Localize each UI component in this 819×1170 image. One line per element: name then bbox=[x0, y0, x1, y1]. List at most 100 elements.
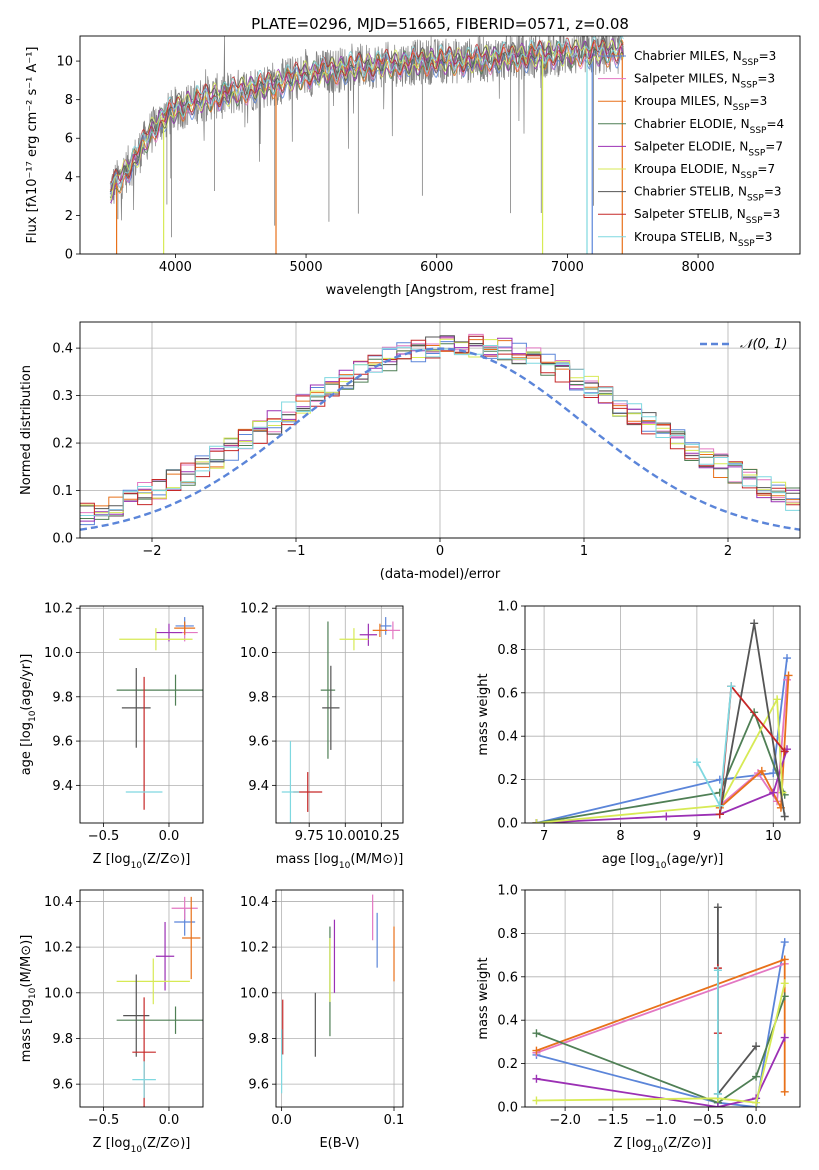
y-tick-label: 9.4 bbox=[52, 779, 73, 794]
weight-line-chabrier_miles bbox=[536, 657, 788, 823]
y-tick-label: 0.8 bbox=[497, 643, 518, 658]
x-tick-label: 1 bbox=[580, 544, 588, 559]
x-axis-label: mass [log10(M/M⊙)] bbox=[276, 852, 404, 871]
x-tick-label: −2.0 bbox=[549, 1113, 581, 1128]
y-tick-label: 10.2 bbox=[44, 602, 73, 617]
legend-label: Salpeter STELIB, NSSP=3 bbox=[634, 207, 780, 226]
y-tick-label: 0.6 bbox=[497, 686, 518, 701]
weight-marker-chabrier_stelib bbox=[713, 903, 722, 912]
y-tick-label: 9.8 bbox=[52, 690, 73, 705]
y-tick-label: 9.8 bbox=[52, 1032, 73, 1047]
x-tick-label: 0.0 bbox=[746, 1113, 767, 1128]
y-tick-label: 0.0 bbox=[52, 532, 73, 547]
weight-line-salpeter_elodie bbox=[536, 1037, 786, 1107]
model-curve-chabrier_elodie bbox=[109, 40, 624, 199]
weight-marker-kroupa_miles bbox=[532, 1046, 541, 1055]
weight-marker-kroupa_elodie bbox=[532, 1096, 541, 1105]
x-tick-label: −1.5 bbox=[597, 1113, 629, 1128]
weight-marker-salpeter_elodie bbox=[769, 788, 778, 797]
legend-label: Kroupa MILES, NSSP=3 bbox=[634, 94, 767, 113]
weight-marker-kroupa_miles bbox=[780, 955, 789, 964]
weight-marker-kroupa_stelib bbox=[727, 682, 736, 691]
weight-marker-chabrier_miles bbox=[783, 654, 792, 663]
weight-line-chabrier_elodie bbox=[536, 709, 786, 823]
weight-marker-salpeter_elodie bbox=[780, 1033, 789, 1042]
weight-line-kroupa_elodie bbox=[536, 983, 786, 1104]
y-tick-label: 0.2 bbox=[497, 773, 518, 788]
x-axis-label: (data-model)/error bbox=[380, 567, 501, 582]
y-tick-label: 10.2 bbox=[44, 941, 73, 956]
x-axis-label: Z [log10(Z/Z⊙)] bbox=[93, 1136, 191, 1155]
y-tick-label: 10.2 bbox=[240, 941, 269, 956]
x-tick-label: 5000 bbox=[290, 260, 323, 275]
weight-marker-kroupa_elodie bbox=[752, 1098, 761, 1107]
x-tick-label: −0.5 bbox=[88, 1113, 120, 1128]
y-tick-label: 9.6 bbox=[248, 1078, 269, 1093]
weight-marker-chabrier_stelib bbox=[780, 812, 789, 821]
y-tick-label: 1.0 bbox=[497, 884, 518, 899]
weight_vs_age-lines bbox=[532, 619, 793, 823]
weight-marker-chabrier_elodie bbox=[532, 1029, 541, 1038]
age_vs_Z-frame bbox=[79, 605, 204, 824]
x-tick-label: 9 bbox=[693, 829, 701, 844]
mass_vs_ebv-points bbox=[281, 894, 395, 1094]
weight_vs_age-frame bbox=[524, 605, 801, 824]
x-tick-label: 7000 bbox=[551, 260, 584, 275]
y-tick-label: 6 bbox=[65, 132, 73, 147]
spectrum-title: PLATE=0296, MJD=51665, FIBERID=0571, z=0… bbox=[251, 15, 629, 33]
x-tick-label: 9.75 bbox=[295, 829, 324, 844]
x-tick-label: 10.00 bbox=[327, 829, 364, 844]
x-tick-label: 0.0 bbox=[159, 1113, 180, 1128]
x-tick-label: 0.1 bbox=[384, 1113, 405, 1128]
x-tick-label: 0.0 bbox=[271, 1113, 292, 1128]
legend-label: Chabrier STELIB, NSSP=3 bbox=[634, 185, 782, 204]
y-axis-label: Flux [fλ10⁻¹⁷ erg cm⁻² s⁻¹ A⁻¹] bbox=[25, 47, 40, 244]
mass_vs_Z-frame bbox=[79, 889, 204, 1108]
y-tick-label: 9.6 bbox=[52, 735, 73, 750]
mass_vs_Z-axes: −0.5 0.0 9.6 9.8 10.0 10.2 10.4 bbox=[44, 890, 203, 1128]
y-tick-label: 0.1 bbox=[52, 484, 73, 499]
weight-marker-kroupa_stelib bbox=[713, 966, 722, 975]
x-tick-label: 10.25 bbox=[363, 829, 400, 844]
model-curve-salpeter_stelib bbox=[109, 37, 624, 185]
weight-line-salpeter_miles bbox=[536, 962, 786, 1054]
y-tick-label: 0.3 bbox=[52, 389, 73, 404]
y-tick-label: 10.0 bbox=[240, 646, 269, 661]
y-tick-label: 10.0 bbox=[44, 986, 73, 1001]
weight-marker-kroupa_elodie bbox=[778, 788, 787, 797]
weight-marker-chabrier_stelib bbox=[750, 619, 759, 628]
age_vs_mass-frame bbox=[275, 605, 404, 824]
x-tick-label: 8000 bbox=[682, 260, 715, 275]
mass_vs_Z-points bbox=[116, 896, 203, 1107]
y-tick-label: 2 bbox=[65, 209, 73, 224]
y-tick-label: 9.4 bbox=[248, 779, 269, 794]
histogram-kroupa_stelib bbox=[80, 345, 800, 517]
legend-label: Salpeter ELODIE, NSSP=7 bbox=[634, 139, 783, 158]
residual-plot bbox=[80, 333, 800, 531]
spectrum-legend: Chabrier MILES, NSSP=3 Salpeter MILES, NS… bbox=[598, 49, 784, 249]
weight-line-chabrier_stelib bbox=[717, 907, 757, 1097]
weight-marker-chabrier_miles bbox=[780, 938, 789, 947]
model-curve-chabrier_stelib bbox=[109, 36, 624, 193]
x-axis-label: Z [log10(Z/Z⊙)] bbox=[93, 852, 191, 871]
y-tick-label: 0.4 bbox=[497, 1014, 518, 1029]
histogram-kroupa_elodie bbox=[80, 338, 800, 514]
x-tick-label: 2 bbox=[724, 544, 732, 559]
weight-marker-kroupa_elodie bbox=[532, 819, 541, 823]
x-axis-label: age [log10(age/yr)] bbox=[602, 852, 724, 871]
y-tick-label: 0.0 bbox=[497, 817, 518, 832]
spectrum-frame bbox=[79, 35, 801, 255]
weight-marker-kroupa_stelib bbox=[715, 801, 724, 810]
weight_vs_Z-frame bbox=[524, 889, 801, 1108]
y-tick-label: 0.2 bbox=[497, 1057, 518, 1072]
weight-marker-kroupa_miles bbox=[780, 1087, 789, 1096]
x-tick-label: 7 bbox=[540, 829, 548, 844]
histogram-chabrier_stelib bbox=[80, 335, 800, 510]
y-tick-label: 0 bbox=[65, 248, 73, 263]
y-axis-label: mass weight bbox=[476, 957, 491, 1039]
x-tick-label: 0 bbox=[436, 544, 444, 559]
y-axis-label: mass [log10(M/M⊙)] bbox=[19, 935, 38, 1063]
age_vs_Z-axes: −0.5 0.0 9.4 9.6 9.8 10.0 10.2 bbox=[44, 602, 203, 844]
